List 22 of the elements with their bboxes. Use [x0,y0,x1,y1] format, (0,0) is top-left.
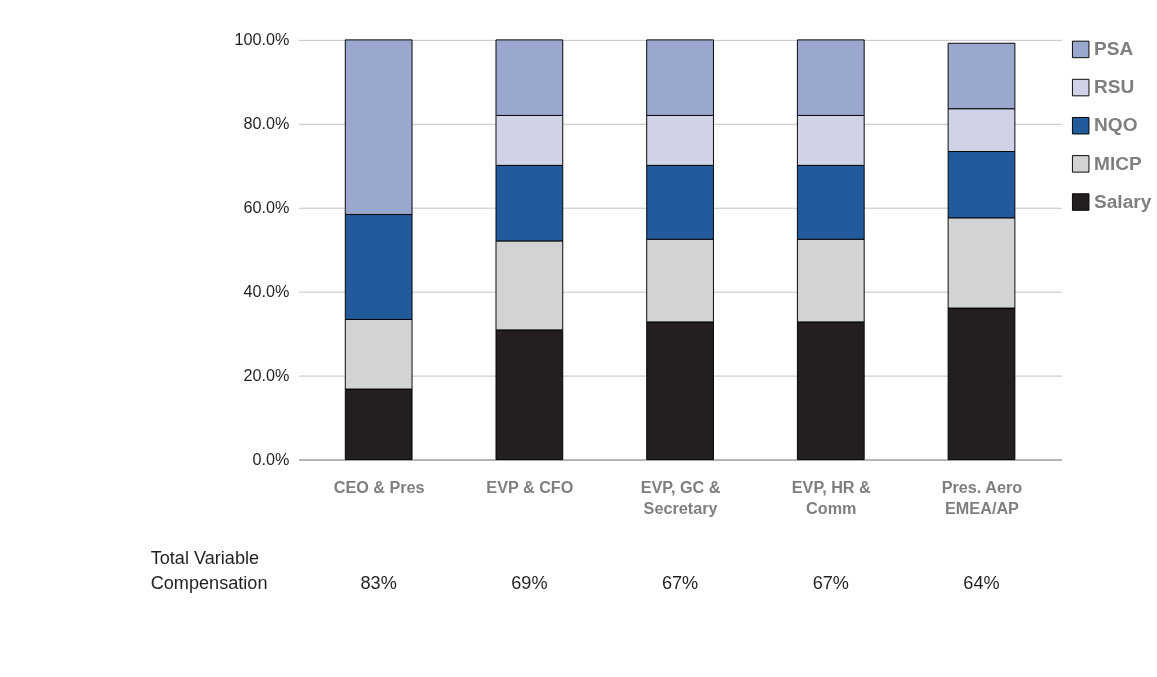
text: 67% [812,573,849,594]
y-tick-label: 20.0% [243,365,290,384]
text: Total Variable Compensation [150,548,268,594]
y-tick-label: 100.0% [234,30,290,49]
legend-label: RSU [1094,76,1135,98]
y-tick-label: 40.0% [243,281,290,300]
x-tick-label: EVP, HR & Comm [791,478,872,518]
text: 69% [511,573,548,594]
x-tick-label: CEO & Pres [333,478,425,497]
x-tick-label: EVP, GC & Secretary [640,478,721,518]
text: 64% [963,573,1000,594]
legend-label: NQO [1094,114,1138,136]
y-tick-label: 60.0% [243,198,290,216]
y-tick-label: 80.0% [243,114,290,133]
text: 83% [360,573,397,594]
y-tick-label: 0.0% [252,449,290,468]
x-tick-label: Pres. Aero EMEA/AP [941,478,1023,518]
legend-label: PSA [1094,38,1134,60]
x-tick-label: EVP & CFO [486,478,574,497]
legend-label: Salary [1094,190,1152,212]
text: 67% [661,573,699,594]
legend-label: MICP [1094,152,1142,174]
